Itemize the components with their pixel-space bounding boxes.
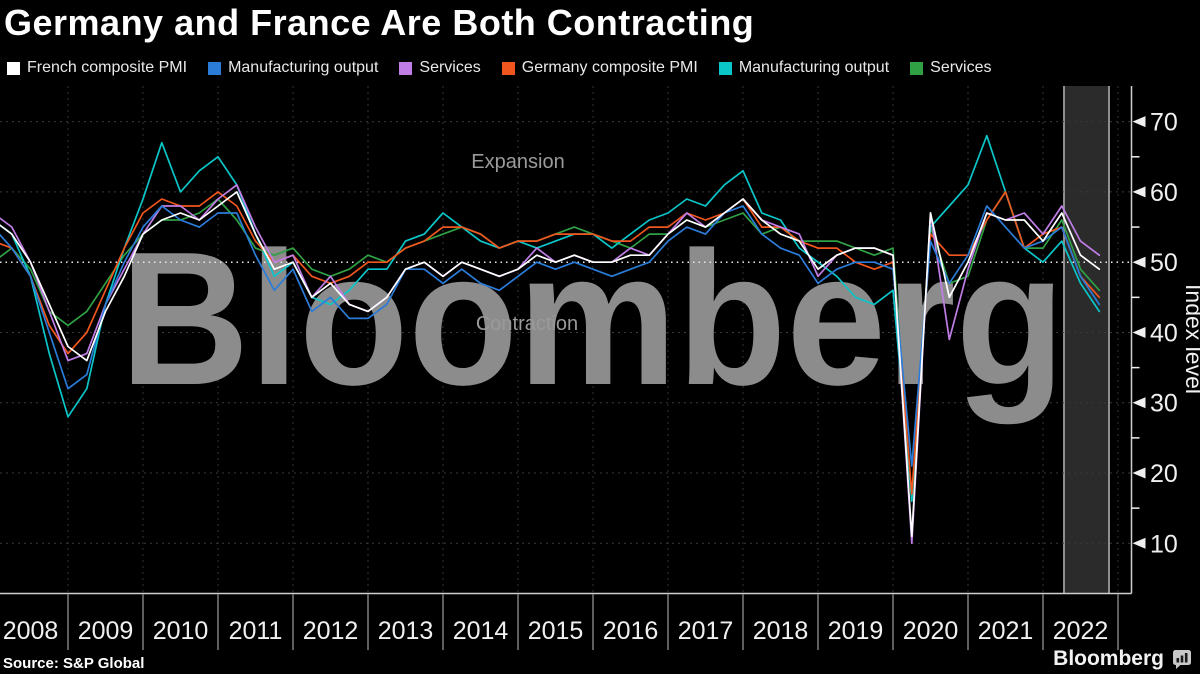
y-tick-label: 20 (1150, 460, 1178, 488)
x-tick-label: 2012 (303, 617, 359, 645)
x-tick-label: 2021 (978, 617, 1034, 645)
x-tick-label: 2014 (453, 617, 509, 645)
legend-label: Services (930, 59, 992, 76)
chart-title: Germany and France Are Both Contracting (4, 2, 755, 43)
legend-label: Services (419, 59, 481, 76)
legend-label: French composite PMI (27, 59, 188, 76)
legend-swatch (7, 61, 20, 75)
legend-item-france-0: French composite PMI (7, 59, 187, 77)
y-major-tick (1132, 186, 1146, 198)
expansion-label: Expansion (471, 151, 564, 173)
legend-label: Germany composite PMI (521, 59, 698, 76)
bloomberg-logo: Bloomberg (1053, 647, 1192, 671)
highlight-band (1064, 86, 1109, 594)
legend-label: Manufacturing output (228, 59, 379, 76)
x-tick-label: 2015 (528, 617, 584, 645)
bloomberg-logo-text: Bloomberg (1053, 647, 1164, 670)
y-tick-label: 30 (1150, 390, 1178, 418)
y-tick-label: 70 (1150, 109, 1178, 137)
y-tick-label: 60 (1150, 179, 1178, 207)
legend-label: Manufacturing output (738, 59, 890, 76)
series-line-france-manufacturing-output (0, 205, 1101, 467)
y-major-tick (1132, 467, 1146, 479)
x-tick-label: 2008 (3, 617, 59, 645)
y-axis-title: Index level (1181, 284, 1200, 394)
contraction-label: Contraction (476, 313, 578, 335)
y-tick-label: 40 (1150, 319, 1178, 347)
legend-swatch (501, 61, 515, 75)
x-tick-label: 2018 (753, 617, 809, 645)
legend-item-germany-3: Germany composite PMI (501, 59, 698, 77)
legend: French composite PMI Manufacturing output… (7, 59, 992, 77)
y-major-tick (1132, 116, 1146, 128)
x-tick-label: 2019 (828, 617, 884, 645)
x-tick-label: 2022 (1053, 617, 1109, 645)
x-tick-label: 2017 (678, 617, 734, 645)
series-line-germany-germany-composite-pmi (0, 191, 1101, 495)
legend-item-germany-5: Services (910, 59, 992, 77)
legend-item-germany-4: Manufacturing output (718, 59, 890, 77)
y-tick-label: 50 (1150, 249, 1178, 277)
bloomberg-watermark: Bloomberg (120, 213, 1065, 425)
legend-item-france-1: Manufacturing output (208, 59, 378, 77)
y-major-tick (1132, 326, 1146, 338)
series-line-france-french-composite-pmi (0, 191, 1101, 538)
legend-swatch (910, 61, 924, 75)
y-major-tick (1132, 397, 1146, 409)
source-note: Source: S&P Global (3, 655, 145, 672)
bloomberg-terminal-icon (1173, 649, 1191, 669)
x-tick-label: 2020 (903, 617, 959, 645)
legend-swatch (718, 61, 732, 75)
x-tick-label: 2010 (153, 617, 209, 645)
legend-swatch (208, 61, 222, 75)
legend-swatch (399, 61, 413, 75)
x-tick-label: 2009 (78, 617, 134, 645)
x-tick-label: 2011 (229, 617, 283, 645)
y-major-tick (1132, 537, 1146, 549)
y-tick-label: 10 (1150, 530, 1178, 558)
y-major-tick (1132, 256, 1146, 268)
x-tick-label: 2016 (603, 617, 659, 645)
legend-item-france-2: Services (399, 59, 481, 77)
x-tick-label: 2013 (378, 617, 434, 645)
